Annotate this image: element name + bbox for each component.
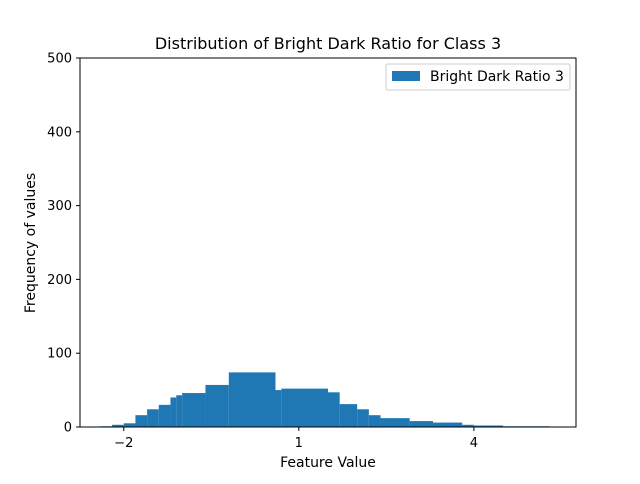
chart-title: Distribution of Bright Dark Ratio for Cl… [155, 34, 501, 53]
plot-frame [79, 57, 577, 428]
histogram-bar [170, 397, 177, 427]
y-axis-label: Frequency of values [23, 173, 39, 313]
histogram-bar [147, 409, 159, 427]
histogram-bar [473, 425, 504, 427]
histogram-bar [433, 422, 463, 427]
histogram-bar [176, 395, 183, 427]
histogram-bar [409, 421, 434, 427]
histogram-bar [281, 388, 328, 427]
y-tick-label: 500 [47, 52, 72, 67]
histogram-bar [357, 409, 369, 427]
histogram-bar [275, 390, 282, 427]
y-tick-label: 400 [47, 125, 72, 140]
x-tick-label: 1 [295, 436, 303, 451]
histogram-bar [380, 418, 410, 427]
histogram-bar [228, 372, 276, 427]
histogram-bar [205, 384, 229, 427]
x-tick-label: 4 [470, 436, 478, 451]
histogram-bar [339, 404, 358, 427]
histogram-bars [100, 372, 550, 427]
x-axis-label: Feature Value [280, 455, 376, 471]
legend-swatch [392, 71, 420, 81]
x-tick-label: −2 [114, 436, 133, 451]
legend: Bright Dark Ratio 3 [385, 63, 571, 91]
histogram-bar [158, 404, 171, 427]
histogram-bar [123, 423, 136, 427]
histogram-bar [328, 392, 340, 427]
x-axis-ticks: −2 1 4 [114, 427, 478, 451]
legend-label: Bright Dark Ratio 3 [430, 69, 564, 85]
legend-box [385, 63, 571, 91]
histogram-bar [368, 415, 381, 427]
y-tick-label: 300 [47, 199, 72, 214]
y-tick-label: 200 [47, 273, 72, 288]
y-tick-label: 0 [64, 421, 72, 436]
histogram-bar [462, 424, 474, 427]
histogram-bar [182, 393, 206, 427]
histogram-bar [112, 424, 124, 427]
y-axis-ticks: 0 100 200 300 400 500 [47, 52, 80, 436]
histogram-bar [135, 415, 148, 427]
y-tick-label: 100 [47, 347, 72, 362]
